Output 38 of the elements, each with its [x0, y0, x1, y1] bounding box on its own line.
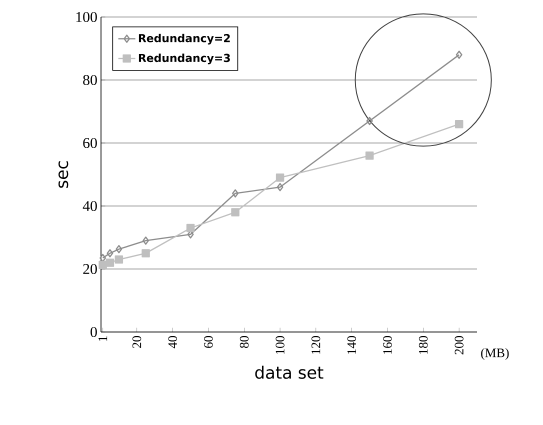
x-tick-label: 1: [98, 336, 108, 341]
legend-label: Redundancy=3: [138, 54, 230, 64]
point: [106, 249, 114, 258]
point: [114, 255, 124, 264]
x-tick-label: 40: [168, 336, 177, 348]
x-axis-title: data set: [255, 366, 324, 379]
point: [366, 116, 373, 126]
x-tick-label: 140: [347, 336, 356, 354]
legend-label: Redundancy=2: [138, 34, 230, 45]
point: [142, 249, 150, 258]
point: [276, 182, 284, 192]
y-tick-label: 60: [83, 138, 97, 148]
point: [454, 120, 464, 128]
point: [186, 224, 195, 232]
x-tick-label: 60: [204, 336, 213, 348]
x-tick-label: 160: [383, 336, 392, 354]
point: [231, 208, 240, 216]
point: [98, 260, 107, 270]
point: [276, 174, 284, 182]
x-tick-label: 200: [454, 336, 464, 354]
point: [232, 189, 239, 198]
x-tick-label: 100: [276, 336, 284, 354]
point: [142, 236, 150, 245]
x-tick-label: 80: [240, 336, 249, 348]
y-tick-label: 80: [83, 74, 97, 86]
y-tick-label: 20: [83, 264, 97, 274]
y-tick-label: 0: [90, 326, 97, 338]
y-tick-label: 40: [82, 200, 97, 212]
point: [116, 245, 122, 254]
point: [106, 258, 114, 267]
point: [456, 50, 462, 59]
x-tick-label: 120: [312, 336, 320, 354]
x-tick-label: 20: [132, 336, 142, 348]
y-axis-title: sec: [58, 161, 68, 188]
y-tick-label: 100: [76, 12, 97, 22]
point: [365, 151, 374, 160]
x-tick-label: 180: [418, 336, 428, 354]
text: (MB): [481, 348, 509, 360]
